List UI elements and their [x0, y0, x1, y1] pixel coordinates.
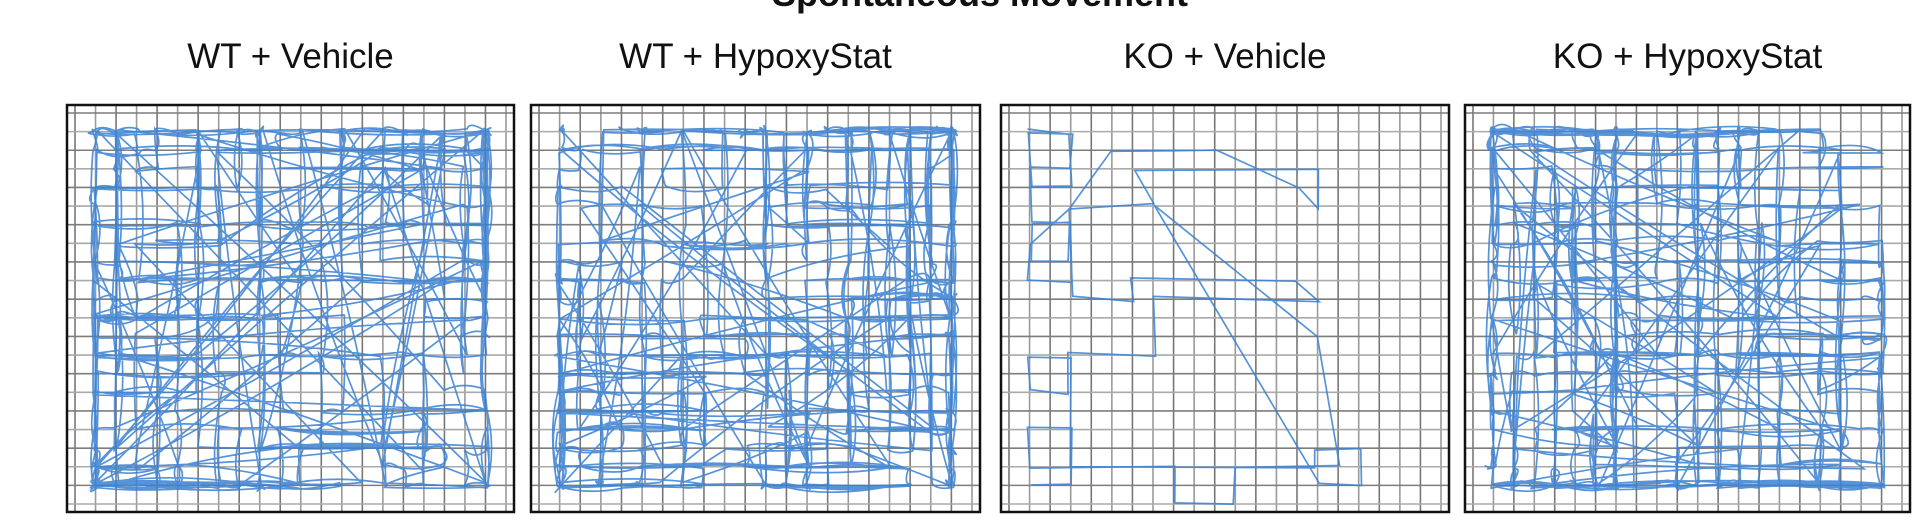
panel-background [1001, 105, 1449, 512]
panel-title: WT + Vehicle [187, 37, 394, 76]
movement-trace [551, 124, 959, 494]
figure-title: Spontaneous Movement [772, 0, 1188, 14]
panel: KO + Vehicle [999, 37, 1451, 514]
panel: KO + HypoxyStat [1463, 37, 1912, 514]
panel-title: WT + HypoxyStat [619, 37, 892, 76]
movement-trace [1484, 123, 1888, 493]
panel: WT + Vehicle [65, 37, 516, 514]
panel-frame [999, 103, 1451, 514]
panel-title: KO + Vehicle [1123, 37, 1326, 76]
panel-title: KO + HypoxyStat [1553, 37, 1823, 76]
panel-frame [65, 103, 516, 514]
panel-background [1465, 105, 1910, 512]
panel-frame [1463, 103, 1912, 514]
movement-trace [1026, 128, 1363, 505]
panel-frame [529, 103, 982, 514]
panel: WT + HypoxyStat [529, 37, 982, 514]
panel-background [67, 105, 514, 512]
movement-trace [87, 124, 493, 493]
